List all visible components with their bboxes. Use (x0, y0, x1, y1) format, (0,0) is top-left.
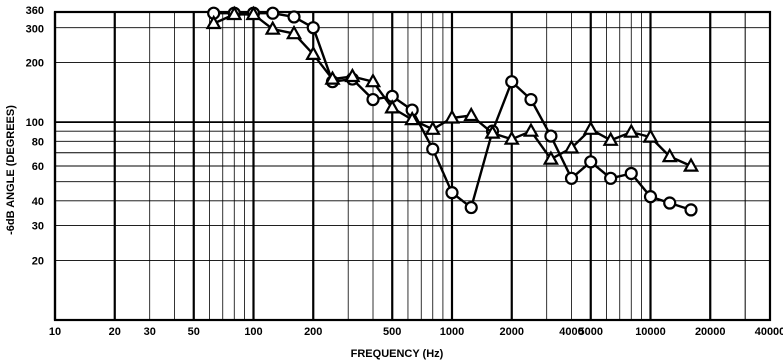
x-tick-label: 200 (304, 326, 322, 338)
data-point-circle (524, 92, 538, 107)
x-tick-label: 20000 (695, 326, 726, 338)
y-tick-label: 40 (32, 196, 44, 208)
y-tick-label: 80 (32, 136, 44, 148)
data-point-triangle (563, 139, 580, 154)
x-tick-label: 100 (244, 326, 262, 338)
data-point-triangle (602, 131, 619, 146)
data-point-triangle (661, 147, 678, 163)
data-point-triangle (642, 128, 659, 143)
data-point-triangle (226, 5, 243, 21)
data-point-triangle (582, 120, 599, 135)
y-axis-title: -6dB ANGLE (DEGREES) (5, 105, 17, 235)
y-tick-label: 100 (26, 117, 44, 129)
x-tick-label: 5000 (578, 326, 602, 338)
data-point-triangle (424, 120, 441, 135)
x-tick-label: 4000 (559, 326, 583, 338)
y-tick-label: 300 (26, 24, 44, 36)
x-tick-label: 30 (144, 326, 156, 338)
data-point-circle (445, 186, 459, 200)
data-point-triangle (542, 150, 559, 165)
x-tick-label: 1000 (440, 326, 464, 338)
data-point-circle (266, 6, 280, 20)
data-point-triangle (245, 5, 262, 21)
data-point-circle (684, 203, 698, 217)
data-point-triangle (682, 157, 700, 172)
series-layer (205, 5, 700, 217)
plot-frame (53, 10, 772, 322)
data-point-triangle (463, 106, 480, 122)
data-point-triangle (305, 45, 322, 61)
data-point-triangle (324, 70, 341, 85)
x-tick-label: 2000 (500, 326, 524, 338)
data-point-circle (505, 75, 519, 89)
x-axis-title: FREQUENCY (Hz) (351, 348, 444, 360)
y-tick-label: 60 (32, 161, 44, 173)
data-point-triangle (484, 124, 501, 139)
grid (53, 10, 772, 322)
data-point-triangle (205, 14, 222, 30)
x-tick-label: 10 (49, 326, 61, 338)
data-point-triangle (623, 123, 640, 138)
data-point-circle (624, 166, 638, 181)
data-point-triangle (404, 110, 421, 126)
x-tick-label: 40000 (755, 326, 783, 338)
data-point-circle (426, 142, 440, 156)
data-point-circle (306, 21, 320, 35)
data-point-circle (604, 171, 618, 185)
data-point-circle (287, 10, 301, 24)
data-point-triangle (285, 24, 303, 40)
data-point-triangle (384, 99, 401, 114)
data-point-circle (663, 196, 677, 210)
data-point-circle (544, 129, 558, 143)
data-point-triangle (503, 130, 520, 145)
data-point-triangle (344, 67, 361, 83)
data-point-circle (366, 92, 380, 107)
data-point-circle (584, 155, 598, 169)
y-tick-label: 20 (32, 255, 44, 267)
x-tick-label: 20 (109, 326, 121, 338)
data-point-triangle (364, 72, 382, 88)
y-tick-label: 200 (26, 58, 44, 70)
x-tick-label: 10000 (635, 326, 666, 338)
y-tick-label: 30 (32, 221, 44, 233)
x-tick-label: 50 (188, 326, 200, 338)
data-point-triangle (443, 109, 461, 124)
data-point-triangle (264, 20, 281, 35)
y-tick-label: 360 (26, 5, 44, 17)
data-point-triangle (522, 122, 540, 137)
data-point-circle (564, 171, 579, 185)
x-tick-label: 500 (383, 326, 401, 338)
data-point-circle (643, 190, 658, 204)
data-point-circle (464, 200, 478, 215)
